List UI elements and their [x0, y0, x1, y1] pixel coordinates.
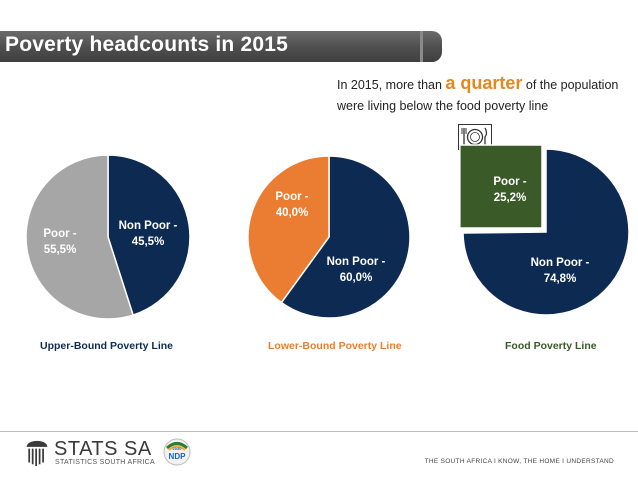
page-title: Poverty headcounts in 2015 — [5, 33, 288, 56]
footer-tagline: THE SOUTH AFRICA I KNOW, THE HOME I UNDE… — [424, 458, 614, 465]
ndp-logo-icon: 2030 NDP — [163, 438, 191, 466]
ndp-logo-text: NDP — [169, 452, 187, 461]
title-banner — [0, 31, 442, 62]
pie-2-slice-0 — [462, 148, 630, 316]
pie-2-label-0: Non Poor -74,8% — [531, 257, 590, 285]
pie-2-slice-1 — [459, 144, 543, 229]
pie-0-slice-0 — [107, 154, 191, 317]
annotation-highlight: a quarter — [445, 73, 523, 93]
annotation-prefix: In 2015, more than — [337, 78, 446, 92]
annotation-text: In 2015, more than a quarter of the popu… — [337, 73, 627, 117]
pie-0-slice-1 — [25, 154, 135, 320]
pie-0-label-0: Non Poor -45,5% — [119, 220, 178, 248]
stats-sa-name: STATS SA — [54, 438, 152, 460]
pie-1-label-1: Poor -40,0% — [275, 191, 308, 219]
pie-1-label-0: Non Poor -60,0% — [327, 256, 386, 284]
title-banner-stripe — [420, 31, 423, 62]
stats-sa-logo-icon — [26, 440, 48, 466]
pie-2-label-1: Poor -25,2% — [493, 176, 526, 204]
lower-bound-caption: Lower-Bound Poverty Line — [268, 340, 402, 352]
upper-bound-caption: Upper-Bound Poverty Line — [40, 340, 174, 352]
stats-sa-subtitle: STATISTICS SOUTH AFRICA — [55, 459, 155, 466]
food-poverty-caption: Food Poverty Line — [505, 340, 597, 352]
annotation-suffix: of the population were living below the … — [337, 78, 619, 113]
pie-1-slice-0 — [280, 155, 411, 319]
pie-0-label-1: Poor -55,5% — [43, 228, 76, 256]
ndp-logo-year: 2030 — [173, 446, 183, 451]
footer-divider — [0, 431, 638, 432]
pie-1-slice-1 — [247, 155, 330, 304]
